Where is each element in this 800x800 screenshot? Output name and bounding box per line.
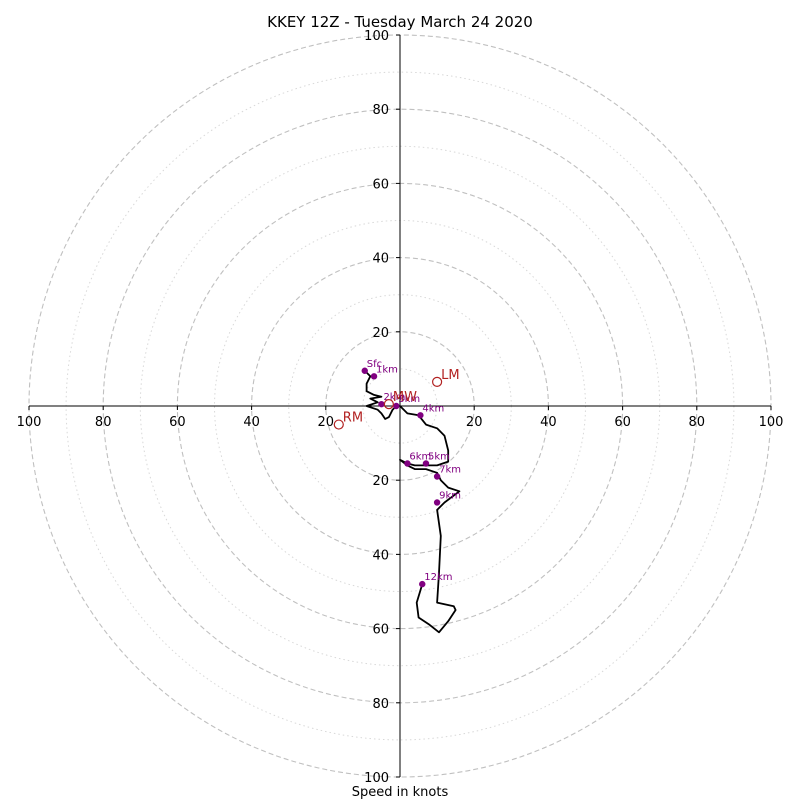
tick-label-down: 100 (364, 771, 389, 786)
motion-marker-point (383, 399, 394, 410)
tick-label-right: 40 (540, 415, 557, 430)
height-marker-label: 6km (409, 452, 431, 463)
tick-label-down: 80 (372, 697, 389, 712)
height-marker-point (393, 402, 400, 410)
hodograph-trace-line (364, 370, 461, 634)
tick-label-right: 80 (689, 415, 706, 430)
height-marker-label: 1km (376, 364, 398, 375)
tick-label-down: 40 (372, 548, 389, 563)
height-marker-label: 2km (383, 392, 405, 403)
tick-label-up: 60 (372, 177, 389, 192)
tick-labels: 20 20 20 20 40 40 40 40 60 60 60 60 80 80 80 80 100 100 10… (17, 29, 784, 786)
height-marker-point (417, 412, 424, 419)
motion-marker-label: MW (393, 390, 417, 405)
x-axis-label: Speed in knots (352, 785, 449, 800)
motion-marker-label: LM (441, 368, 459, 383)
height-marker-point (404, 460, 411, 467)
height-marker-label: 7km (439, 464, 461, 475)
height-marker-point (361, 367, 368, 374)
height-marker-point (422, 460, 430, 467)
height-marker-label: 9km (439, 490, 461, 501)
tick-label-down: 20 (372, 474, 389, 489)
height-marker-label: 12km (424, 572, 452, 583)
height-marker-label: 5km (428, 452, 450, 463)
tick-label-up: 80 (372, 103, 389, 118)
motion-marker-group: LM RM MW (333, 368, 460, 430)
height-marker-label: Sfc (367, 359, 382, 370)
tick-label-left: 20 (318, 415, 335, 430)
height-marker-point (419, 580, 426, 588)
tick-label-left: 60 (169, 415, 186, 430)
motion-marker-point (432, 376, 443, 387)
tick-label-left: 40 (243, 415, 260, 430)
tick-label-left: 100 (17, 415, 42, 430)
height-marker-point (433, 499, 441, 506)
height-marker-label: 3km (398, 394, 420, 405)
tick-label-up: 20 (372, 326, 389, 341)
height-marker-label: 4km (422, 403, 444, 414)
tick-label-up: 100 (364, 29, 389, 44)
height-marker-point (370, 373, 378, 380)
tick-label-right: 20 (466, 415, 483, 430)
height-marker-point (378, 400, 385, 408)
tick-label-right: 100 (759, 415, 784, 430)
height-marker-point (433, 473, 441, 480)
tick-label-left: 80 (95, 415, 112, 430)
tick-label-right: 60 (614, 415, 631, 430)
tick-label-down: 60 (372, 623, 389, 638)
motion-marker-point (333, 419, 344, 430)
hodograph-trace-group (364, 370, 461, 634)
tick-label-up: 40 (372, 252, 389, 267)
motion-marker-label: RM (343, 411, 363, 426)
chart-title: KKEY 12Z - Tuesday March 24 2020 (267, 13, 533, 31)
